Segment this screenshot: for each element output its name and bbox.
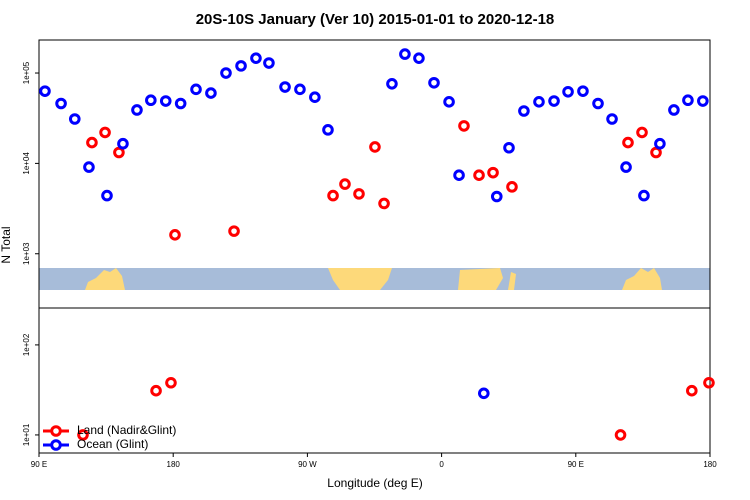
x-tick-label: 90 E <box>568 460 584 469</box>
point <box>55 97 67 110</box>
point <box>113 146 125 159</box>
point <box>190 83 202 96</box>
point <box>490 190 503 203</box>
point <box>458 120 470 132</box>
land-shape <box>458 268 503 290</box>
y-axis-label: N Total <box>0 226 13 263</box>
point <box>606 113 618 125</box>
y-tick-label: 1e+02 <box>22 333 31 356</box>
land-shape <box>622 268 662 290</box>
x-tick-label: 90 E <box>31 460 47 469</box>
land-shape <box>328 268 392 290</box>
point <box>86 136 98 149</box>
y-tick-label: 1e+04 <box>22 152 31 175</box>
point <box>150 384 162 397</box>
point <box>279 81 291 93</box>
point <box>443 96 455 108</box>
point <box>577 85 589 97</box>
legend-label: Land (Nadir&Glint) <box>77 423 176 437</box>
y-tick-label: 1e+05 <box>22 61 31 84</box>
plot-frame <box>38 307 711 454</box>
point <box>378 197 390 210</box>
point <box>250 52 262 64</box>
point <box>386 77 398 90</box>
point <box>650 146 662 159</box>
point <box>562 85 574 98</box>
point <box>487 166 499 179</box>
point <box>101 189 113 202</box>
point <box>682 94 694 107</box>
plot-frame <box>38 39 711 309</box>
map-strip <box>39 268 710 290</box>
point <box>220 67 232 79</box>
y-tick-label: 1e+01 <box>22 423 31 446</box>
point <box>506 181 518 193</box>
point <box>703 376 715 389</box>
point <box>413 52 425 64</box>
point <box>327 189 339 202</box>
point <box>686 384 698 397</box>
point <box>518 105 530 117</box>
point <box>697 95 709 107</box>
point <box>548 95 560 107</box>
point <box>353 188 365 200</box>
point <box>620 161 632 173</box>
point <box>428 76 440 89</box>
point <box>294 83 306 96</box>
point <box>622 136 634 149</box>
point <box>228 225 240 237</box>
legend-marker <box>50 439 62 451</box>
point <box>159 95 172 107</box>
x-axis-label: Longitude (deg E) <box>327 476 422 490</box>
point <box>165 376 177 389</box>
land-shape <box>508 272 516 290</box>
x-tick-label: 90 W <box>298 460 317 469</box>
point <box>399 48 411 60</box>
x-tick-label: 180 <box>167 460 181 469</box>
point <box>473 169 485 182</box>
point <box>453 169 465 182</box>
point <box>145 94 157 107</box>
point <box>369 141 381 153</box>
point <box>77 429 89 441</box>
point <box>83 161 95 173</box>
point <box>39 85 51 97</box>
point <box>503 141 515 154</box>
point <box>668 104 680 116</box>
point <box>477 387 490 400</box>
chart-title: 20S-10S January (Ver 10) 2015-01-01 to 2… <box>196 11 555 28</box>
point <box>205 87 217 99</box>
point <box>117 137 129 150</box>
point <box>99 126 111 139</box>
point <box>235 60 247 72</box>
point <box>169 229 181 241</box>
point <box>614 429 627 441</box>
land-shape <box>85 268 125 290</box>
y-tick-label: 1e+03 <box>22 242 31 265</box>
point <box>68 113 81 125</box>
legend-marker <box>50 425 62 437</box>
x-tick-label: 180 <box>703 460 717 469</box>
point <box>592 97 604 110</box>
point <box>636 126 648 139</box>
point <box>174 97 187 110</box>
point <box>533 96 545 108</box>
point <box>638 189 650 202</box>
point <box>339 178 351 190</box>
point <box>309 91 321 104</box>
point <box>322 124 334 136</box>
point <box>263 57 275 69</box>
legend-label: Ocean (Glint) <box>77 437 148 451</box>
x-tick-label: 0 <box>439 460 444 469</box>
point <box>654 137 666 150</box>
point <box>131 104 143 116</box>
